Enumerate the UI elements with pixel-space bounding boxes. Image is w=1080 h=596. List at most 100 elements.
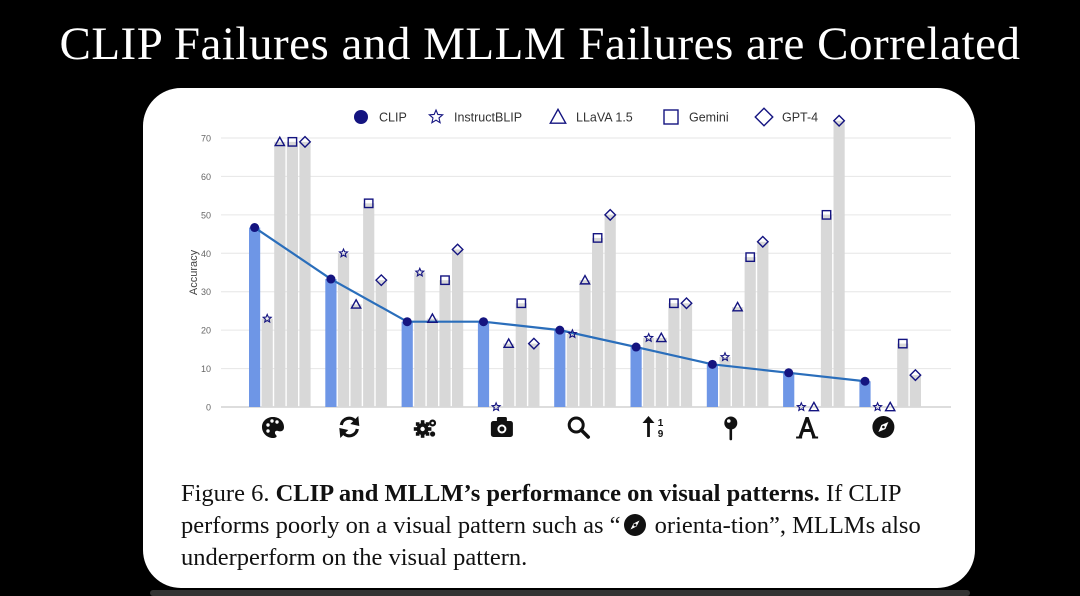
- bar-gemini: [515, 303, 527, 407]
- bar-gpt-4: [833, 120, 845, 407]
- caption-bold-title: CLIP and MLLM’s performance on visual pa…: [275, 480, 820, 507]
- y-tick-label: 20: [201, 326, 211, 336]
- point-star: [414, 266, 426, 278]
- point-triangle: [731, 301, 744, 312]
- point-star: [261, 312, 273, 324]
- point-triangle: [655, 331, 668, 343]
- legend-marker-circle: [354, 110, 368, 124]
- bar-gemini: [286, 141, 298, 407]
- bar-clip: [325, 279, 337, 407]
- bar-gpt-4: [909, 375, 921, 407]
- camera-icon: [490, 417, 513, 437]
- y-tick-label: 50: [201, 210, 211, 220]
- point-circle: [860, 376, 870, 386]
- chart: CLIP InstructBLIP LLaVA 1.5 Gemini GPT-4 0 10 2…: [188, 107, 951, 441]
- palette-icon: [262, 417, 284, 438]
- point-diamond: [298, 135, 312, 149]
- bar-gemini: [897, 343, 909, 407]
- point-star: [719, 351, 731, 362]
- point-star: [338, 247, 349, 258]
- point-star: [490, 401, 502, 412]
- svg-text:9: 9: [658, 429, 664, 440]
- caption-text-after: orienta-tion”, MLLMs also underperform o…: [181, 512, 921, 571]
- point-square: [669, 298, 679, 309]
- bar-gpt-4: [375, 280, 387, 407]
- bar-instructblip: [337, 253, 350, 407]
- bar-instructblip: [414, 272, 426, 407]
- bar-llava-1-5: [426, 318, 438, 407]
- bar-gemini: [592, 237, 604, 407]
- bar-clip: [477, 321, 490, 407]
- point-circle: [784, 368, 794, 378]
- point-triangle: [884, 400, 897, 412]
- point-triangle: [579, 274, 591, 285]
- point-triangle: [350, 298, 362, 309]
- point-diamond: [756, 235, 770, 248]
- point-square: [897, 338, 908, 349]
- y-tick-label: 10: [201, 364, 211, 374]
- bar-instructblip: [566, 333, 578, 407]
- point-square: [440, 275, 450, 286]
- point-circle: [555, 325, 565, 335]
- bar-gemini: [744, 257, 756, 407]
- legend-label: LLaVA 1.5: [576, 111, 633, 125]
- point-diamond: [375, 273, 388, 287]
- bar-clip: [630, 347, 642, 407]
- point-diamond: [680, 297, 693, 310]
- bar-clip: [706, 364, 718, 407]
- caption-figure-label: Figure 6.: [181, 480, 270, 507]
- bar-gpt-4: [757, 241, 769, 407]
- y-axis-label: Accuracy: [188, 249, 200, 295]
- text-a-icon: [796, 417, 819, 439]
- figure-card: CLIP InstructBLIP LLaVA 1.5 Gemini GPT-4 0 10 2…: [143, 88, 975, 588]
- bar-gemini: [363, 203, 375, 407]
- slide-title: CLIP Failures and MLLM Failures are Corr…: [59, 18, 1021, 70]
- gears-icon: [413, 419, 437, 438]
- y-tick-label: 40: [201, 249, 211, 259]
- legend-marker-square: [663, 109, 679, 125]
- point-star: [643, 332, 655, 343]
- y-tick-label: 70: [201, 134, 211, 144]
- map-pin-icon: [724, 416, 738, 441]
- figure-caption: Figure 6. CLIP and MLLM’s performance on…: [181, 478, 961, 574]
- point-circle: [402, 317, 412, 327]
- point-circle: [326, 274, 336, 284]
- point-star: [795, 401, 807, 412]
- bar-llava-1-5: [579, 280, 591, 407]
- bar-gpt-4: [452, 249, 464, 407]
- legend-label: Gemini: [689, 111, 729, 125]
- bar-gemini: [439, 280, 451, 407]
- rotate-icon: [339, 416, 360, 438]
- bar-gpt-4: [299, 141, 311, 407]
- bottom-scroll-indicator: [150, 590, 970, 596]
- bar-llava-1-5: [350, 304, 362, 407]
- point-diamond: [603, 208, 617, 222]
- bar-llava-1-5: [655, 337, 667, 407]
- caption-text-before: If CLIP performs poorly on a visual patt…: [181, 480, 901, 539]
- point-diamond: [909, 368, 922, 382]
- legend-marker-star: [427, 108, 445, 124]
- bar-instructblip: [643, 337, 655, 407]
- point-triangle: [502, 337, 515, 348]
- bar-gpt-4: [680, 303, 693, 407]
- bar-llava-1-5: [503, 343, 515, 407]
- point-star: [567, 328, 578, 339]
- bar-gpt-4: [604, 214, 616, 407]
- point-square: [745, 252, 756, 263]
- point-square: [287, 136, 298, 147]
- bar-instructblip: [719, 357, 731, 407]
- legend-label: GPT-4: [782, 111, 818, 125]
- legend-label: CLIP: [379, 111, 407, 125]
- legend-marker-diamond: [754, 107, 774, 127]
- svg-text:1: 1: [658, 418, 664, 429]
- point-circle: [631, 342, 641, 352]
- point-diamond: [832, 114, 846, 127]
- compass-icon: [872, 416, 895, 438]
- point-triangle: [273, 135, 286, 147]
- bar-clip: [783, 372, 795, 407]
- bar-clip: [859, 381, 871, 407]
- sort-numeric-icon: 19: [642, 416, 664, 440]
- point-circle: [250, 223, 260, 233]
- legend-marker-triangle: [549, 107, 567, 124]
- bar-instructblip: [261, 318, 273, 407]
